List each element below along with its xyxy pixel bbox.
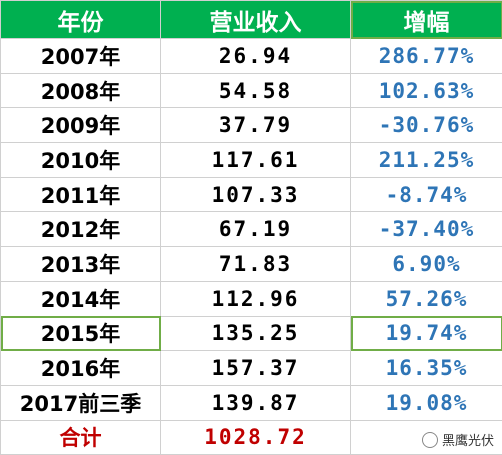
table-cell: 54.58 xyxy=(160,72,351,109)
table-row: 2007年 26.94 286.77% xyxy=(0,38,502,74)
table-row: 2015年 135.25 19.74% xyxy=(0,315,502,352)
table-cell: 139.87 xyxy=(160,384,351,421)
table-row: 2010年 117.61 211.25% xyxy=(0,142,502,178)
watermark-text: 黑鹰光伏 xyxy=(441,434,494,449)
table-row: 2009年 37.79 -30.76% xyxy=(0,107,502,144)
table-cell: 19.08% xyxy=(350,384,502,421)
header-cell: 增幅 xyxy=(350,0,502,39)
watermark-icon xyxy=(421,431,438,448)
table-row: 2016年 157.37 16.35% xyxy=(0,350,502,386)
table-row: 2008年 54.58 102.63% xyxy=(0,72,502,109)
table-cell: 16.35% xyxy=(350,350,502,386)
table-cell: 2015年 xyxy=(0,315,161,352)
table-cell: 37.79 xyxy=(160,107,351,144)
table-cell: 211.25% xyxy=(350,142,502,178)
table-cell: 112.96 xyxy=(160,280,351,317)
table-row: 2012年 67.19 -37.40% xyxy=(0,211,502,248)
table-cell: 107.33 xyxy=(160,176,351,213)
table-cell: 2009年 xyxy=(0,107,161,144)
table-cell: 2011年 xyxy=(0,176,161,213)
table-cell: -8.74% xyxy=(350,176,502,213)
table-cell: 67.19 xyxy=(160,211,351,248)
table-row: 2013年 71.83 6.90% xyxy=(0,246,502,282)
table-cell: 2007年 xyxy=(0,38,161,74)
table-cell: 2013年 xyxy=(0,246,161,282)
header-row: 年份 营业收入 增幅 xyxy=(0,0,502,39)
table-cell: 117.61 xyxy=(160,142,351,178)
table-row: 2014年 112.96 57.26% xyxy=(0,280,502,317)
table-cell: 19.74% xyxy=(350,315,502,352)
table-cell: 6.90% xyxy=(350,246,502,282)
table-cell: 102.63% xyxy=(350,72,502,109)
table-cell: 286.77% xyxy=(350,38,502,74)
table-row: 2011年 107.33 -8.74% xyxy=(0,176,502,213)
watermark: 黑鹰光伏 xyxy=(421,430,494,449)
table-cell: 135.25 xyxy=(160,315,351,352)
total-cell: 合计 xyxy=(0,419,161,455)
table-cell: 2012年 xyxy=(0,211,161,248)
table-cell: -30.76% xyxy=(350,107,502,144)
table-cell: 2014年 xyxy=(0,280,161,317)
header-cell: 营业收入 xyxy=(160,0,351,39)
table-cell: -37.40% xyxy=(350,211,502,248)
table-cell: 2010年 xyxy=(0,142,161,178)
header-cell: 年份 xyxy=(0,0,161,39)
table-cell: 2016年 xyxy=(0,350,161,386)
table-cell: 57.26% xyxy=(350,280,502,317)
table-cell: 26.94 xyxy=(160,38,351,74)
table-cell: 2008年 xyxy=(0,72,161,109)
total-cell: 1028.72 xyxy=(160,419,351,455)
table-row: 2017前三季 139.87 19.08% xyxy=(0,384,502,421)
table-cell: 157.37 xyxy=(160,350,351,386)
table-cell: 71.83 xyxy=(160,246,351,282)
table-cell: 2017前三季 xyxy=(0,384,161,421)
